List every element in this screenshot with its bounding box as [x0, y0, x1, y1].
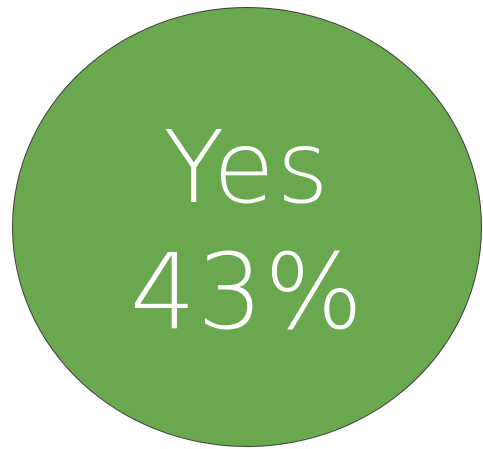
result-bubble [12, 7, 482, 447]
answer-label: Yes [12, 118, 482, 218]
answer-percentage: 43% [12, 240, 482, 344]
